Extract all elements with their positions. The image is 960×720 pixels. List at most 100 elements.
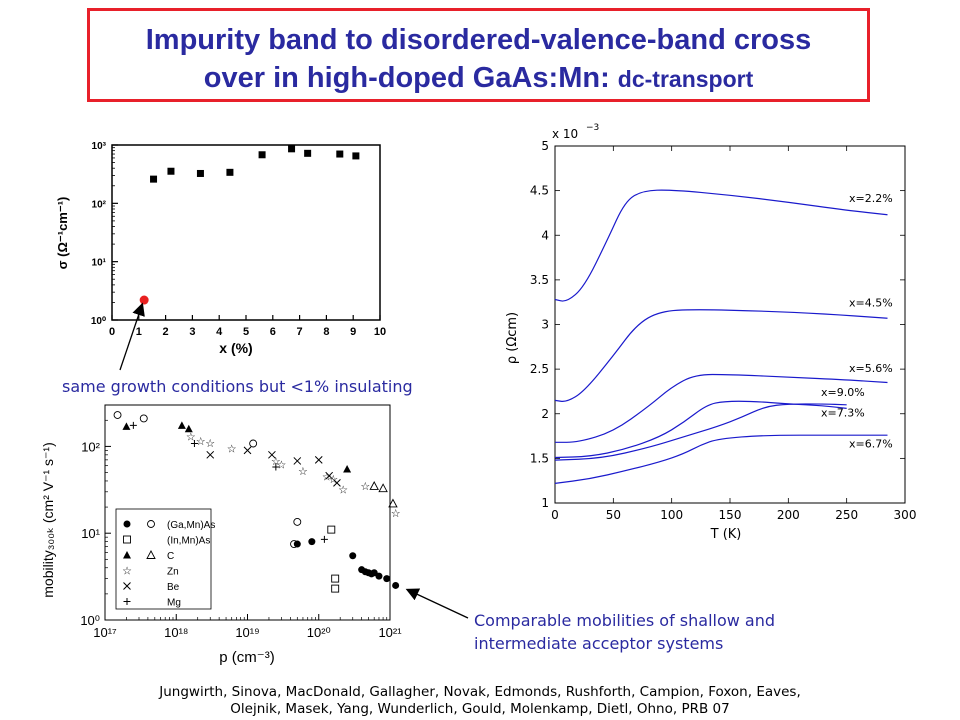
slide-title-main: over in high-doped GaAs:Mn: <box>203 62 618 94</box>
mobility-point: ☆ <box>196 435 206 448</box>
resistivity-series-line <box>554 309 888 402</box>
mobility-point <box>325 471 334 480</box>
mobility-legend-label: C <box>167 551 174 562</box>
mobility-point <box>392 581 400 589</box>
resistivity-y-tick-label: 2 <box>541 407 549 421</box>
mobility-point <box>369 481 379 490</box>
citation-line-2: Olejnik, Masek, Yang, Wunderlich, Gould,… <box>230 701 730 717</box>
mobility-note-line-2: intermediate acceptor systems <box>474 634 724 653</box>
mobility-point <box>206 450 215 459</box>
conductivity-y-tick-label: 10⁰ <box>91 316 106 327</box>
resistivity-series-line <box>554 403 847 461</box>
resistivity-y-tick-label: 2.5 <box>530 362 549 376</box>
conductivity-point <box>304 149 312 157</box>
mobility-point <box>331 574 340 583</box>
resistivity-x-tick-label: 150 <box>719 508 742 522</box>
resistivity-x-tick-label: 0 <box>551 508 559 522</box>
mobility-point <box>129 421 137 429</box>
mobility-point <box>139 414 148 423</box>
mobility-point <box>331 584 340 593</box>
mobility-legend-label: (In,Mn)As <box>167 536 210 547</box>
slide-title-subtitle: dc-transport <box>617 66 754 92</box>
mobility-legend-label: Mg <box>167 598 181 609</box>
resistivity-x-tick-label: 50 <box>606 508 621 522</box>
resistivity-series-line <box>554 373 888 443</box>
conductivity-x-tick-label: 1 <box>136 326 142 338</box>
mobility-x-tick-label: 10²⁰ <box>307 625 331 640</box>
conductivity-x-tick-label: 8 <box>323 326 329 338</box>
mobility-point <box>290 540 298 548</box>
mobility-point: ☆ <box>322 471 332 484</box>
mobility-point: ☆ <box>360 480 370 493</box>
resistivity-y-tick-label: 3 <box>541 318 549 332</box>
conductivity-point <box>167 167 175 175</box>
mobility-point <box>343 464 352 473</box>
mobility-x-label: p (cm⁻³) <box>219 649 274 666</box>
conductivity-point <box>196 169 204 177</box>
mobility-legend-marker: ☆ <box>122 565 132 578</box>
resistivity-x-tick-label: 250 <box>835 508 858 522</box>
mobility-legend-marker <box>123 520 131 528</box>
conductivity-x-label: x (%) <box>219 340 252 356</box>
mobility-y-tick-label: 10¹ <box>81 526 100 541</box>
mobility-arrow <box>405 588 469 619</box>
mobility-x-tick-label: 10¹⁹ <box>235 625 259 640</box>
conductivity-point <box>226 168 234 176</box>
mobility-legend-marker <box>146 550 156 559</box>
conductivity-x-tick-label: 10 <box>374 326 386 338</box>
conductivity-x-tick-label: 5 <box>243 326 249 338</box>
conductivity-x-tick-label: 6 <box>270 326 276 338</box>
resistivity-multiplier-exp: −3 <box>586 123 599 133</box>
mobility-point: ☆ <box>205 437 215 450</box>
mobility-point: ☆ <box>271 455 281 468</box>
resistivity-x-tick-label: 200 <box>777 508 800 522</box>
mobility-point <box>243 446 252 455</box>
mobility-point: ☆ <box>338 483 348 496</box>
mobility-point: ☆ <box>186 431 196 444</box>
mobility-y-label: mobility₃₀₀ₖ (cm² V⁻¹ s⁻¹) <box>40 442 56 598</box>
mobility-point <box>184 424 193 433</box>
mobility-point <box>177 421 186 429</box>
conductivity-insulating-point <box>139 295 149 305</box>
mobility-point <box>268 450 276 459</box>
mobility-y-tick-label: 10² <box>81 439 100 454</box>
resistivity-y-tick-label: 1 <box>541 496 549 510</box>
resistivity-series-line <box>554 189 888 302</box>
resistivity-chart: x 10 −3 0 50 100 150 200 250 300 1 1.5 2 2.5 3 3.5 4 4… <box>505 123 917 542</box>
mobility-point <box>383 575 391 583</box>
resistivity-x-tick-label: 100 <box>660 508 683 522</box>
mobility-x-tick-label: 10²¹ <box>378 625 402 640</box>
slide-title-line-2: over in high-doped GaAs:Mn: dc-transport <box>90 62 867 95</box>
conductivity-y-tick-label: 10² <box>92 199 107 210</box>
mobility-legend-marker <box>123 535 131 544</box>
insulating-note: same growth conditions but <1% insulatin… <box>62 377 413 396</box>
mobility-point <box>122 422 131 430</box>
conductivity-point <box>288 145 296 153</box>
resistivity-series-label: x=7.3% <box>821 406 865 419</box>
resistivity-series-line <box>554 400 847 459</box>
resistivity-y-tick-label: 4.5 <box>530 184 549 198</box>
mobility-point <box>375 572 383 580</box>
mobility-point: ☆ <box>298 465 308 478</box>
resistivity-series-label: x=6.7% <box>849 438 893 451</box>
conductivity-x-tick-label: 3 <box>189 326 195 338</box>
mobility-point <box>388 498 398 508</box>
mobility-point <box>272 463 280 471</box>
resistivity-x-tick-label: 300 <box>894 508 917 522</box>
resistivity-series-label: x=2.2% <box>849 192 893 205</box>
citation-line-1: Jungwirth, Sinova, MacDonald, Gallagher,… <box>159 684 801 700</box>
resistivity-y-tick-label: 3.5 <box>530 273 549 287</box>
mobility-point <box>293 517 302 526</box>
conductivity-point <box>258 151 266 159</box>
mobility-point <box>314 456 323 464</box>
resistivity-y-tick-label: 1.5 <box>530 451 549 465</box>
conductivity-point <box>352 152 360 160</box>
conductivity-x-tick-label: 9 <box>350 326 356 338</box>
mobility-point <box>378 483 388 493</box>
conductivity-x-tick-label: 0 <box>109 326 115 338</box>
resistivity-series-label: x=5.6% <box>849 362 893 375</box>
conductivity-point <box>150 175 158 183</box>
mobility-point <box>327 525 336 534</box>
mobility-x-tick-label: 10¹⁷ <box>93 625 117 640</box>
